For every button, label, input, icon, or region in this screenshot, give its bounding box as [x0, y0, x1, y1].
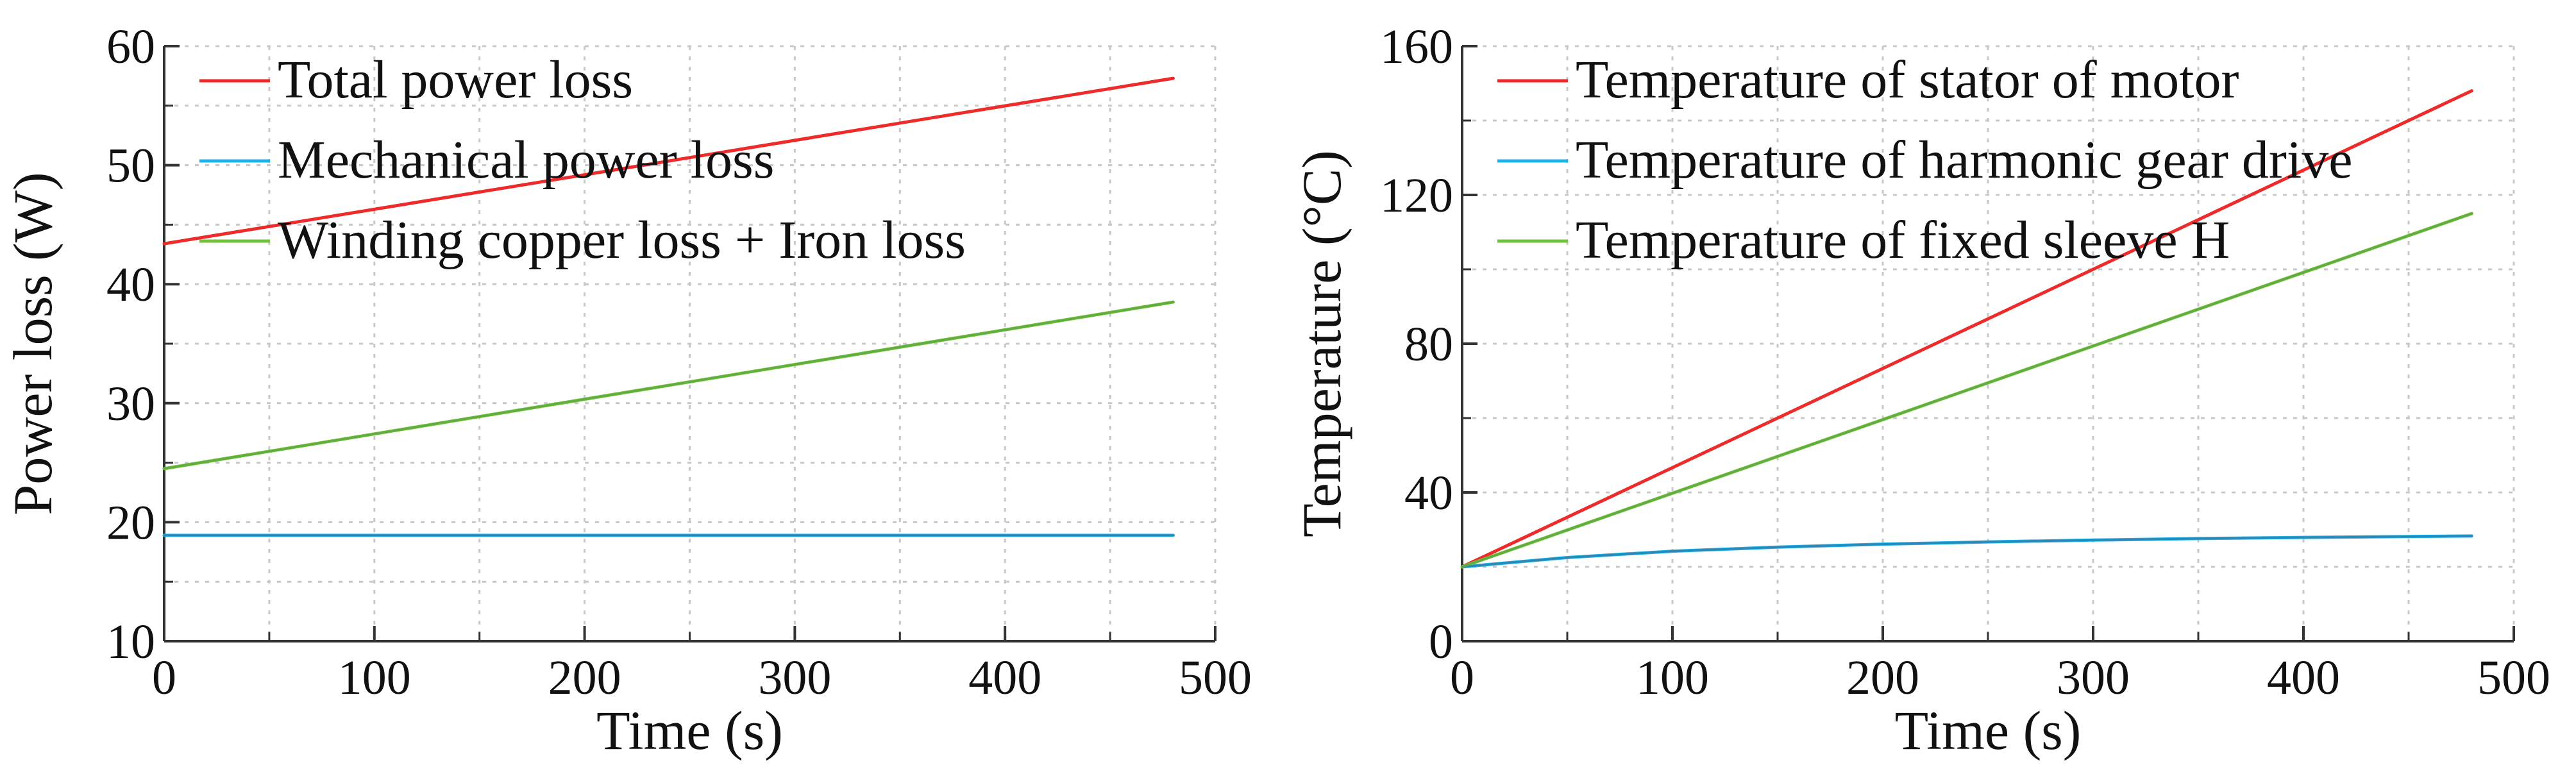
- overlay-line-1: [1461, 535, 2473, 568]
- x-tick-label: 200: [1846, 651, 1919, 705]
- x-tick-label: 500: [2477, 651, 2550, 705]
- y-tick-label: 40: [1404, 466, 1453, 520]
- x-tick-label: 400: [968, 651, 1041, 705]
- x-tick-label: 500: [1179, 651, 1252, 705]
- x-tick-label: 300: [2057, 651, 2130, 705]
- x-tick-label: 400: [2267, 651, 2340, 705]
- x-axis-title: Time (s): [1895, 700, 2082, 761]
- y-tick-label: 10: [106, 615, 155, 669]
- x-tick-label: 100: [338, 651, 411, 705]
- chart-panel-1: 0 100 200 300 400 500 10 20 30 40 50 60 Time (s) Powe…: [2, 20, 1252, 761]
- legend-label: Mechanical power loss: [278, 130, 774, 190]
- overlay-line-2: [1461, 212, 2473, 568]
- y-tick-label: 0: [1429, 615, 1453, 669]
- legend: Total power loss Mechanical power loss Win…: [199, 50, 966, 270]
- y-axis-title: Temperature (°C): [1291, 150, 1352, 537]
- y-tick-label: 120: [1380, 169, 1453, 223]
- series-line-1: [1460, 89, 2473, 569]
- x-tick-label: 100: [1636, 651, 1709, 705]
- legend-label: Temperature of stator of motor: [1576, 50, 2239, 110]
- x-tick-label: 0: [1450, 651, 1474, 705]
- y-tick-label: 60: [106, 20, 155, 74]
- y-tick-label: 80: [1404, 317, 1453, 371]
- y-axis-title: Power loss (W): [2, 172, 63, 515]
- x-tick-label: 0: [152, 651, 176, 705]
- x-tick-label: 300: [758, 651, 831, 705]
- y-tick-label: 50: [106, 139, 155, 193]
- legend: Temperature of stator of motor Temperatur…: [1497, 50, 2353, 270]
- y-tick-label: 160: [1380, 20, 1453, 74]
- chart-panel-2: 0 100 200 300 400 500 0 40 80 120 160 Time (s) Tempe…: [1291, 20, 2550, 761]
- y-tick-label: 40: [106, 258, 155, 312]
- y-tick-label: 30: [106, 377, 155, 431]
- x-axis-title: Time (s): [596, 700, 783, 761]
- legend-label: Winding copper loss + Iron loss: [278, 210, 966, 270]
- legend-label: Temperature of harmonic gear drive: [1576, 130, 2353, 190]
- series-line-2: [1460, 534, 2473, 569]
- overlay-line-2: [163, 301, 1174, 470]
- legend-label: Temperature of fixed sleeve H: [1576, 210, 2230, 270]
- legend-label: Total power loss: [278, 50, 633, 110]
- y-tick-label: 20: [106, 496, 155, 550]
- series-line-1: [162, 76, 1175, 246]
- x-tick-label: 200: [548, 651, 621, 705]
